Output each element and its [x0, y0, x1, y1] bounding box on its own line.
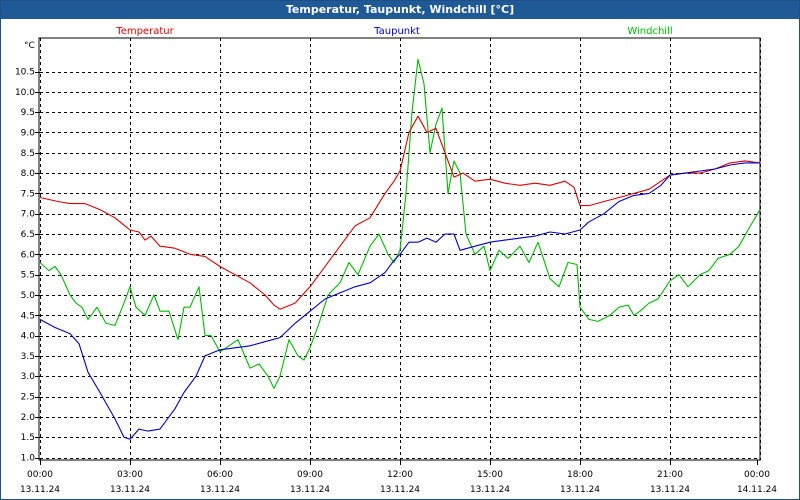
x-tick-time: 21:00	[657, 470, 683, 480]
x-tick-time: 09:00	[297, 470, 323, 480]
y-tick-label: 5.5	[21, 271, 35, 281]
y-tick-label: 1.0	[21, 454, 36, 464]
x-tick-time: 15:00	[477, 470, 503, 480]
x-tick-time: 00:00	[744, 470, 770, 480]
y-tick-label: 10.0	[15, 88, 35, 98]
x-tick-date: 13.11.24	[650, 485, 690, 495]
y-tick-label: 1.5	[21, 433, 35, 443]
y-tick-label: 4.0	[21, 332, 36, 342]
x-tick-date: 14.11.24	[737, 485, 777, 495]
y-tick-label: 2.5	[21, 393, 35, 403]
y-tick-label: 5.0	[21, 291, 36, 301]
y-tick-label: 9.0	[21, 128, 36, 138]
x-tick-date: 13.11.24	[20, 485, 60, 495]
x-tick-time: 12:00	[387, 470, 413, 480]
series-line-windchill	[39, 58, 761, 389]
plot-area	[38, 37, 761, 461]
y-tick-label: 7.5	[21, 189, 35, 199]
x-tick-date: 13.11.24	[110, 485, 150, 495]
y-tick-label: 2.0	[21, 413, 36, 423]
y-tick-label: 8.0	[21, 169, 36, 179]
y-tick-label: 9.5	[21, 108, 35, 118]
legend-windchill: Windchill	[627, 26, 672, 37]
x-tick-time: 03:00	[117, 470, 143, 480]
series-line-temperatur	[39, 115, 761, 310]
series-line-taupunkt	[39, 162, 760, 440]
window-title: Temperatur, Taupunkt, Windchill [°C]	[1, 1, 799, 19]
y-tick-label: 10.5	[15, 68, 35, 78]
y-tick-label: 3.5	[21, 352, 35, 362]
legend-taupunkt: Taupunkt	[373, 26, 420, 37]
x-tick-date: 13.11.24	[290, 485, 330, 495]
legend-temperatur: Temperatur	[115, 26, 174, 37]
y-tick-label: 8.5	[21, 149, 35, 159]
x-tick-time: 00:00	[27, 470, 53, 480]
x-tick-date: 13.11.24	[470, 485, 510, 495]
x-tick-time: 18:00	[567, 470, 593, 480]
x-tick-date: 13.11.24	[380, 485, 420, 495]
y-axis-unit: °C	[24, 41, 35, 51]
x-tick-date: 13.11.24	[560, 485, 600, 495]
y-tick-label: 6.5	[21, 230, 35, 240]
y-tick-label: 3.0	[21, 372, 36, 382]
y-tick-label: 4.5	[21, 311, 35, 321]
x-tick-time: 06:00	[207, 470, 233, 480]
y-tick-label: 6.0	[21, 250, 36, 260]
y-tick-label: 7.0	[21, 210, 36, 220]
x-tick-date: 13.11.24	[200, 485, 240, 495]
